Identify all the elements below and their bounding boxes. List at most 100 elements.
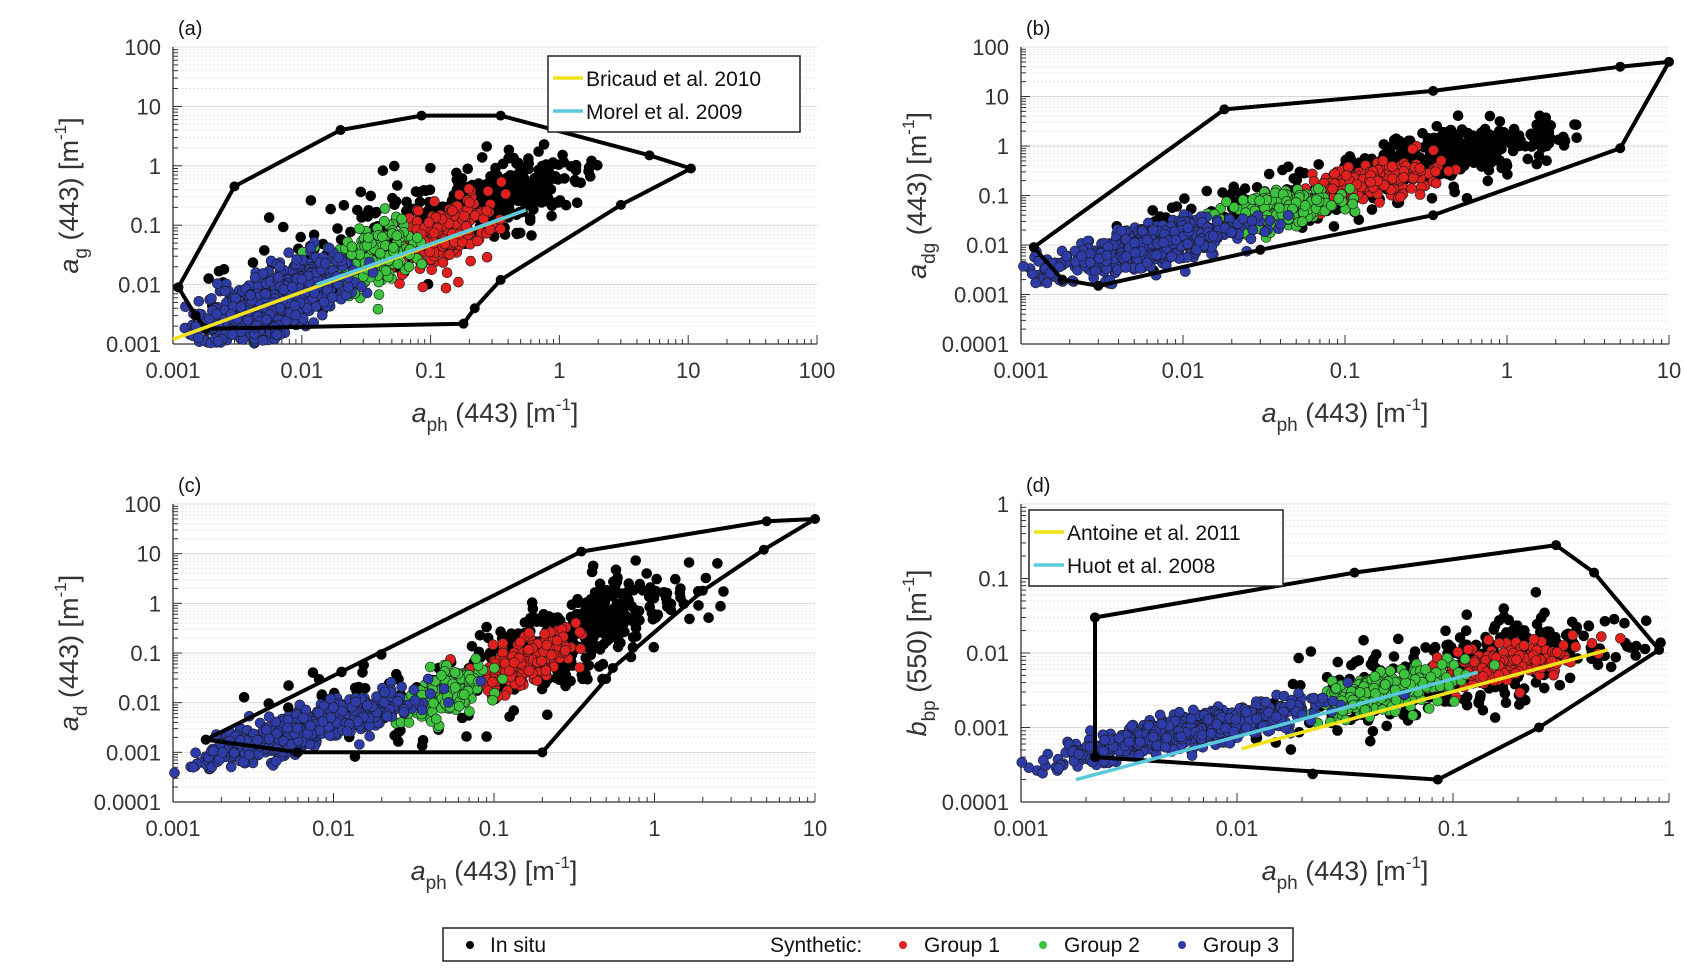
point-in-situ — [1571, 132, 1582, 143]
point-in-situ — [476, 152, 488, 163]
point-in-situ — [630, 622, 642, 634]
point-in-situ — [283, 680, 294, 691]
point-group-3 — [193, 332, 204, 344]
point-group-3 — [1120, 262, 1131, 273]
point-group-2 — [424, 661, 436, 673]
hull-vertex — [1615, 143, 1626, 154]
point-in-situ — [1166, 202, 1178, 213]
hull-vertex — [685, 163, 696, 174]
axis-label-sup: -1 — [51, 582, 70, 597]
point-group-3 — [1246, 215, 1258, 227]
point-in-situ — [1483, 130, 1495, 142]
hull-vertex — [644, 150, 655, 161]
point-in-situ — [1283, 161, 1294, 173]
point-group-2 — [346, 241, 358, 252]
point-in-situ — [718, 586, 729, 597]
x-tick-label: 0.001 — [145, 816, 200, 841]
point-group-2 — [387, 242, 399, 253]
axis-label-sup: -1 — [556, 395, 571, 414]
point-group-3 — [1076, 250, 1087, 262]
point-in-situ — [203, 273, 214, 284]
point-in-situ — [481, 141, 493, 152]
point-in-situ — [413, 187, 425, 198]
point-group-1 — [574, 662, 585, 673]
point-in-situ — [570, 164, 582, 176]
point-group-2 — [380, 265, 392, 277]
point-in-situ — [553, 159, 564, 170]
point-in-situ — [1288, 173, 1300, 184]
point-in-situ — [526, 597, 538, 608]
point-in-situ — [541, 709, 553, 721]
point-group-3 — [278, 284, 289, 295]
point-group-2 — [449, 667, 461, 678]
point-in-situ — [391, 180, 403, 191]
point-group-1 — [496, 176, 507, 188]
point-group-3 — [1182, 238, 1193, 250]
axis-label-end: ] — [902, 112, 932, 120]
point-in-situ — [377, 165, 389, 176]
point-in-situ — [1366, 204, 1378, 215]
hull-vertex — [190, 310, 201, 321]
point-group-3 — [1158, 237, 1169, 248]
axis-label-sup: -1 — [555, 853, 570, 872]
point-group-2 — [1333, 193, 1344, 204]
point-in-situ — [247, 257, 259, 268]
axis-label-rest: (443) [m — [54, 140, 84, 248]
point-in-situ — [610, 564, 622, 576]
point-group-3 — [1259, 226, 1271, 238]
hull-vertex — [1615, 61, 1626, 72]
point-in-situ — [1484, 110, 1496, 122]
point-in-situ — [618, 613, 630, 625]
point-group-1 — [1329, 168, 1340, 179]
point-group-1 — [440, 282, 452, 294]
point-in-situ — [526, 230, 537, 241]
point-group-3 — [257, 335, 269, 346]
point-group-3 — [227, 329, 238, 340]
point-in-situ — [538, 139, 550, 150]
point-in-situ — [1426, 193, 1438, 204]
point-in-situ — [495, 626, 506, 638]
point-group-3 — [1245, 233, 1257, 245]
hull-vertex — [615, 199, 626, 210]
point-group-1 — [514, 675, 526, 687]
point-in-situ — [683, 557, 695, 568]
point-group-3 — [283, 247, 295, 258]
point-group-3 — [343, 281, 354, 293]
point-in-situ — [517, 185, 528, 197]
y-tick-label: 100 — [972, 35, 1009, 60]
point-in-situ — [481, 621, 492, 633]
point-group-2 — [396, 213, 408, 225]
point-in-situ — [345, 226, 356, 238]
axis-label-sup: -1 — [51, 125, 70, 140]
point-in-situ — [356, 212, 367, 223]
point-in-situ — [1538, 114, 1550, 125]
point-in-situ — [648, 592, 660, 604]
point-group-1 — [458, 210, 470, 222]
x-tick-label: 10 — [803, 816, 827, 841]
point-group-2 — [1254, 195, 1265, 206]
point-group-3 — [273, 271, 284, 283]
x-axis-label: aph (443) [m-1] — [1262, 395, 1429, 436]
point-group-3 — [333, 252, 345, 263]
point-group-1 — [1377, 155, 1389, 167]
point-group-3 — [225, 761, 237, 773]
point-group-1 — [472, 235, 483, 247]
hull-vertex — [335, 125, 346, 136]
point-in-situ — [485, 171, 496, 182]
y-tick-label: 0.001 — [106, 332, 161, 357]
point-in-situ — [1543, 125, 1554, 136]
point-group-3 — [1084, 257, 1096, 268]
point-group-3 — [1237, 213, 1249, 224]
point-group-3 — [319, 257, 331, 269]
point-in-situ — [560, 680, 571, 692]
point-group-2 — [1237, 194, 1249, 206]
y-tick-label: 10 — [137, 94, 161, 119]
point-in-situ — [650, 612, 662, 623]
point-in-situ — [1514, 140, 1525, 152]
point-group-3 — [1141, 257, 1153, 269]
x-tick-label: 0.1 — [1330, 358, 1361, 383]
y-axis-label: ad (443) [m-1] — [51, 575, 92, 731]
point-group-3 — [296, 273, 308, 285]
point-group-3 — [1182, 222, 1194, 233]
